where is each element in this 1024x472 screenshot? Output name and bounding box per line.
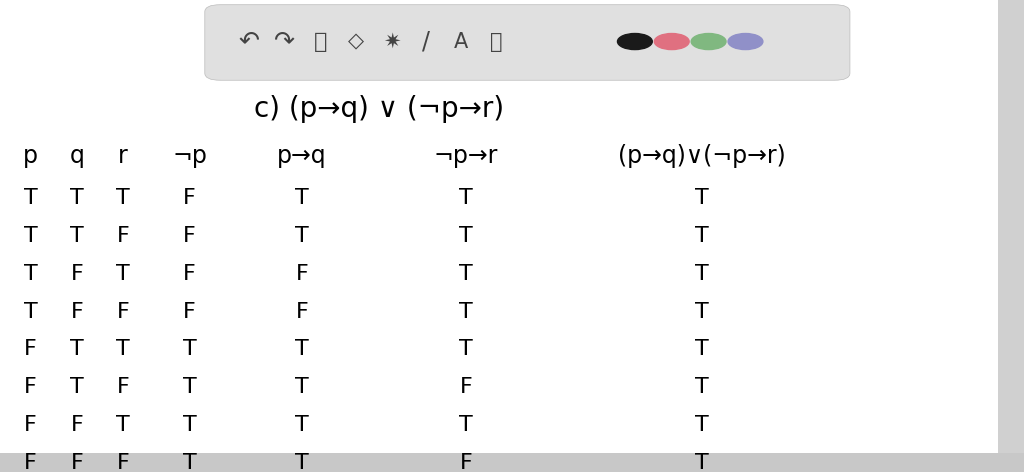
Text: T: T <box>182 415 197 435</box>
Text: ⤳: ⤳ <box>313 32 328 51</box>
Text: F: F <box>25 453 37 472</box>
Text: /: / <box>422 30 430 53</box>
Text: F: F <box>25 339 37 359</box>
Text: T: T <box>182 377 197 397</box>
Text: T: T <box>182 339 197 359</box>
Text: T: T <box>459 226 473 246</box>
Text: F: F <box>117 453 129 472</box>
Text: F: F <box>71 415 83 435</box>
Text: ↷: ↷ <box>274 30 295 53</box>
Text: ¬p: ¬p <box>172 144 207 168</box>
Text: T: T <box>24 226 38 246</box>
Text: T: T <box>295 339 309 359</box>
Text: p: p <box>24 144 38 168</box>
Text: c) (p→q) ∨ (¬p→r): c) (p→q) ∨ (¬p→r) <box>254 94 504 123</box>
Text: T: T <box>459 415 473 435</box>
Text: F: F <box>183 226 196 246</box>
Text: F: F <box>117 302 129 321</box>
Text: T: T <box>694 188 709 208</box>
Text: T: T <box>295 226 309 246</box>
Text: T: T <box>24 264 38 284</box>
Text: T: T <box>70 226 84 246</box>
Text: T: T <box>295 188 309 208</box>
Text: T: T <box>182 453 197 472</box>
Text: F: F <box>183 188 196 208</box>
Text: T: T <box>24 188 38 208</box>
Text: ↶: ↶ <box>239 30 259 53</box>
Text: F: F <box>117 226 129 246</box>
Text: T: T <box>694 453 709 472</box>
Text: F: F <box>460 453 472 472</box>
Text: F: F <box>460 377 472 397</box>
Text: T: T <box>295 415 309 435</box>
Text: F: F <box>296 264 308 284</box>
Text: F: F <box>25 415 37 435</box>
Text: T: T <box>116 339 130 359</box>
Text: F: F <box>183 264 196 284</box>
Text: T: T <box>116 415 130 435</box>
Text: T: T <box>116 264 130 284</box>
Text: T: T <box>694 415 709 435</box>
Text: p→q: p→q <box>278 144 327 168</box>
Text: ✷: ✷ <box>383 32 401 51</box>
Text: F: F <box>71 453 83 472</box>
Circle shape <box>654 34 689 50</box>
FancyBboxPatch shape <box>205 5 850 80</box>
Text: ⎙: ⎙ <box>490 32 503 51</box>
Text: T: T <box>694 226 709 246</box>
Text: T: T <box>459 339 473 359</box>
Circle shape <box>691 34 726 50</box>
Text: T: T <box>70 377 84 397</box>
Text: T: T <box>70 188 84 208</box>
Text: (p→q)∨(¬p→r): (p→q)∨(¬p→r) <box>617 144 785 168</box>
Text: F: F <box>71 264 83 284</box>
Text: T: T <box>694 339 709 359</box>
Text: ◇: ◇ <box>348 32 365 51</box>
Text: T: T <box>295 377 309 397</box>
Text: F: F <box>71 302 83 321</box>
Text: T: T <box>295 453 309 472</box>
Bar <box>0 453 1024 472</box>
Text: T: T <box>694 377 709 397</box>
Text: T: T <box>459 264 473 284</box>
Text: T: T <box>70 339 84 359</box>
Text: ¬p→r: ¬p→r <box>434 144 498 168</box>
Text: F: F <box>183 302 196 321</box>
Circle shape <box>617 34 652 50</box>
Text: A: A <box>454 32 468 51</box>
Text: F: F <box>296 302 308 321</box>
Text: q: q <box>70 144 84 168</box>
Text: T: T <box>459 188 473 208</box>
Bar <box>998 0 1024 453</box>
Text: r: r <box>118 144 128 168</box>
Text: T: T <box>694 302 709 321</box>
Text: T: T <box>24 302 38 321</box>
Text: F: F <box>25 377 37 397</box>
Text: T: T <box>694 264 709 284</box>
Text: T: T <box>116 188 130 208</box>
Circle shape <box>728 34 763 50</box>
Text: F: F <box>117 377 129 397</box>
Text: T: T <box>459 302 473 321</box>
